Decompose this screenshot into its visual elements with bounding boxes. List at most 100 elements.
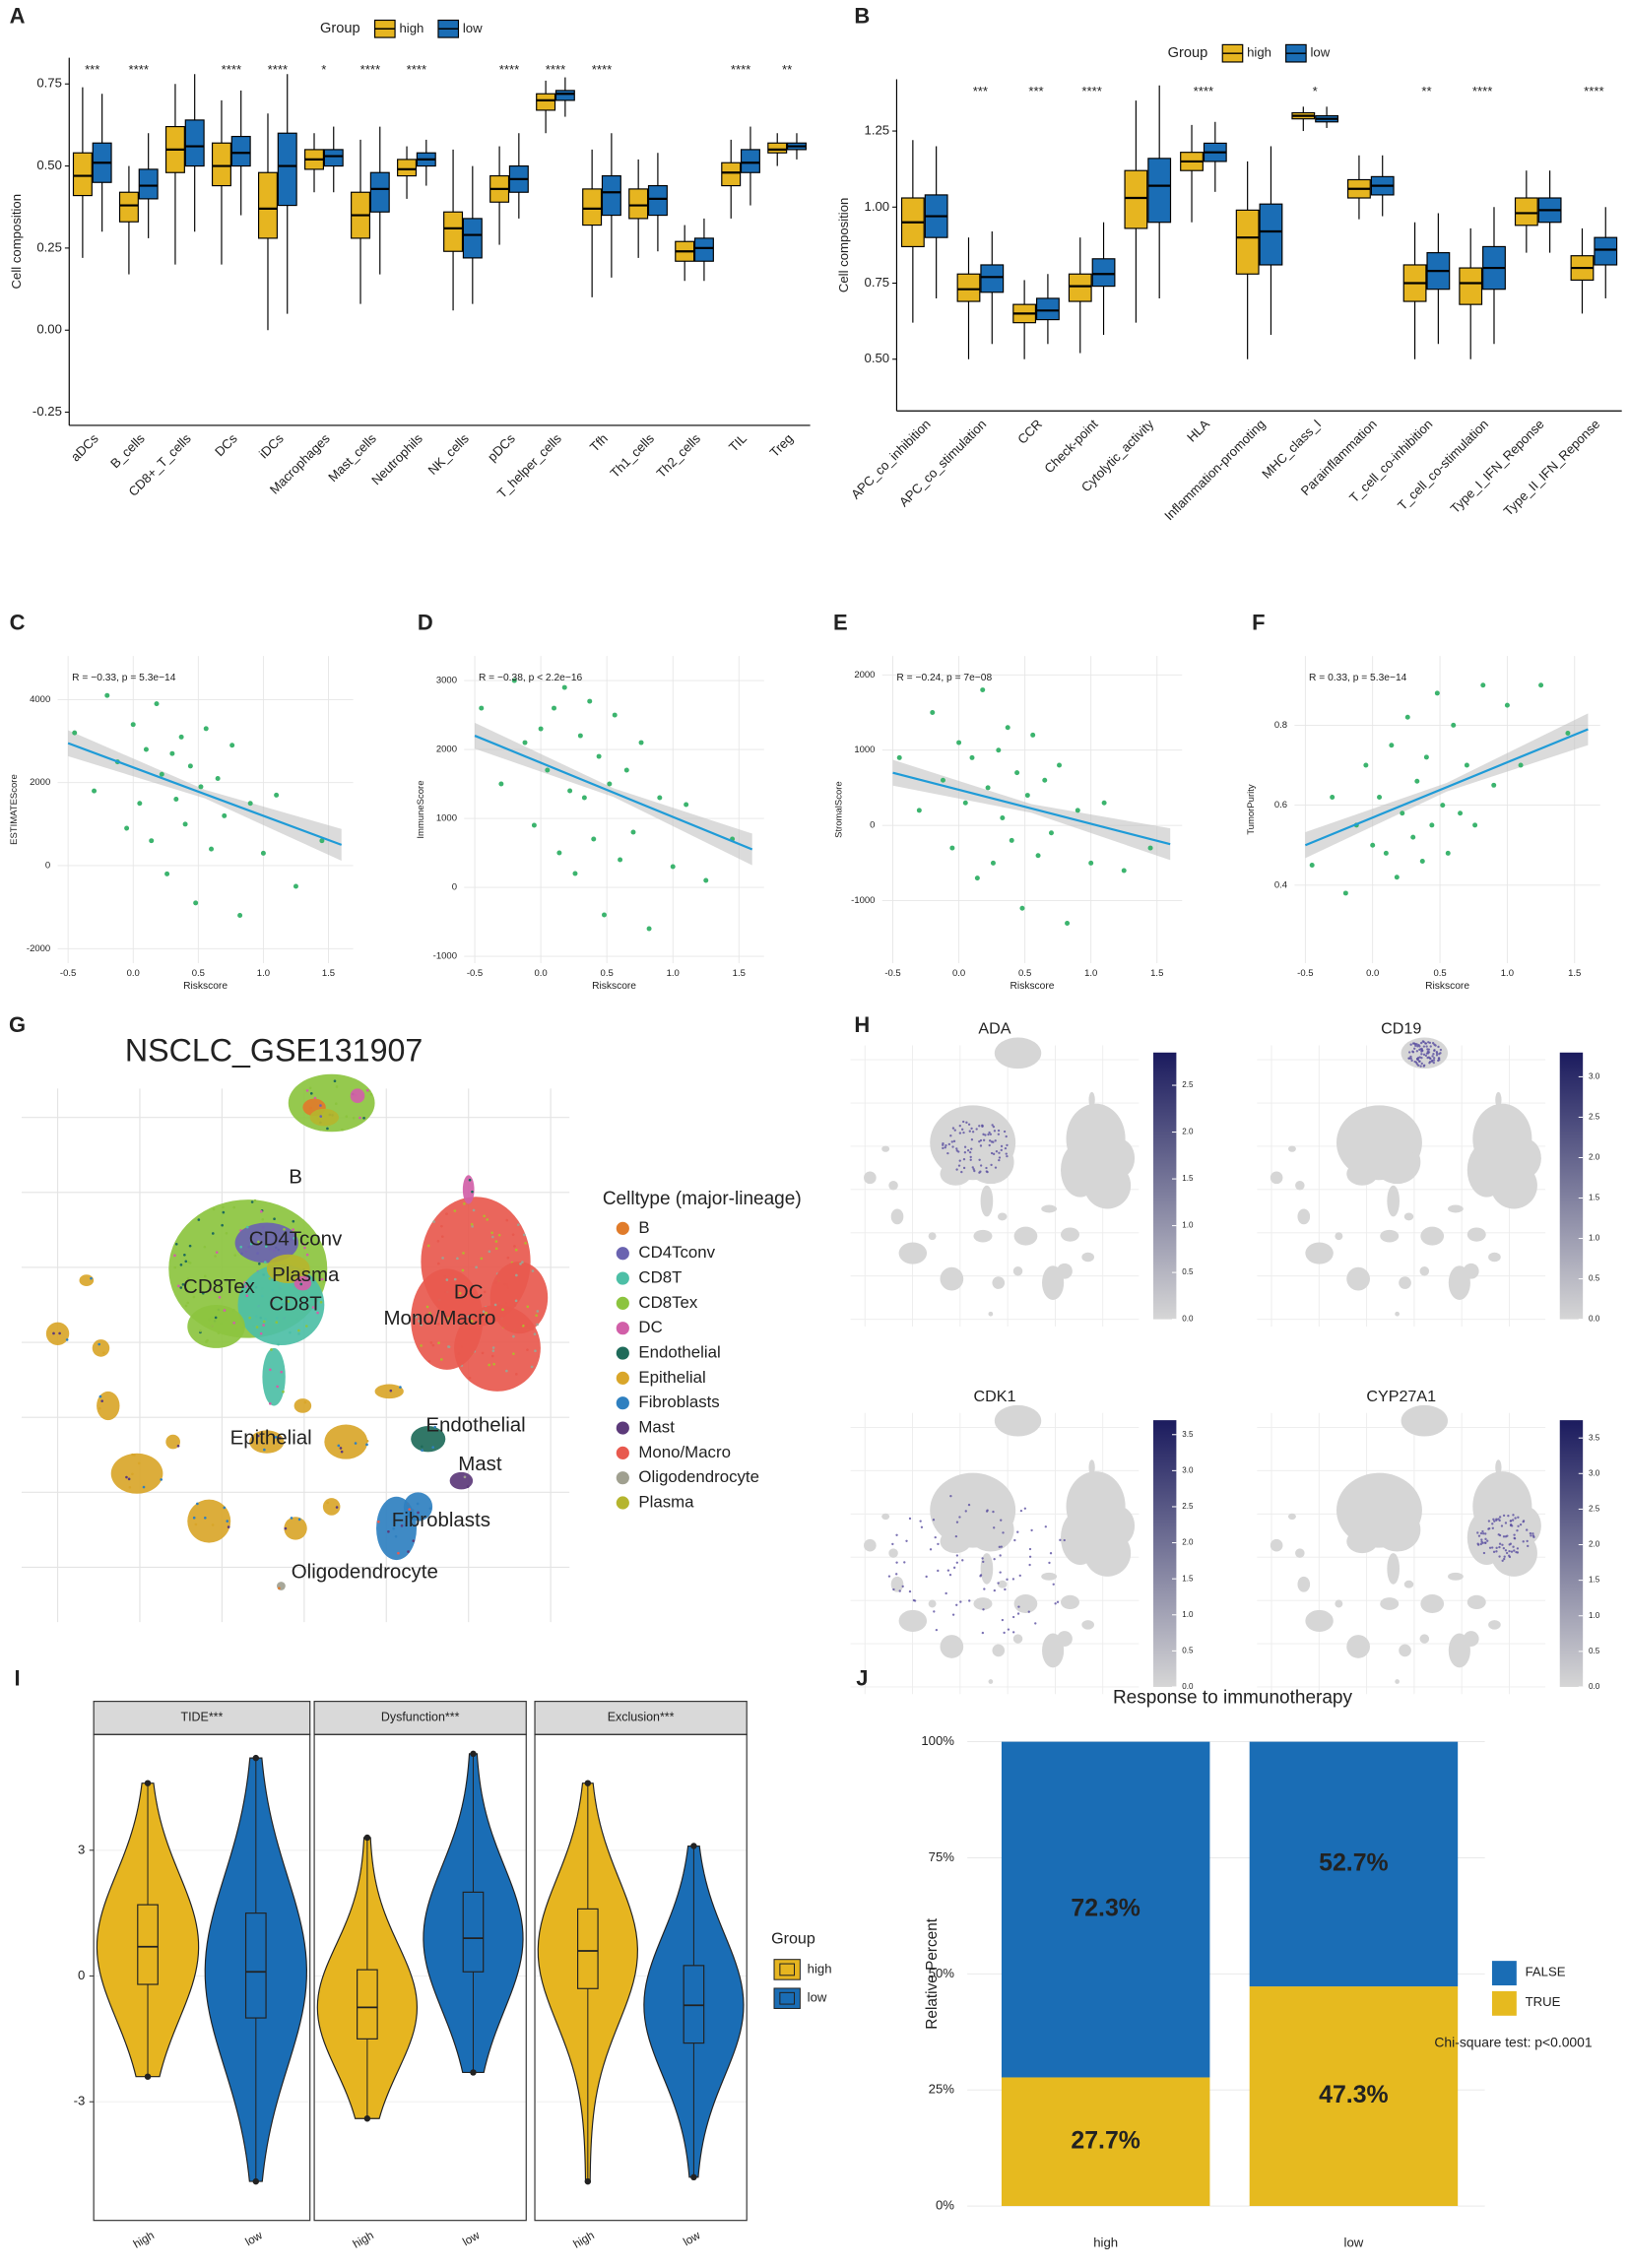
cell <box>483 1290 487 1294</box>
legend-label: low <box>1311 45 1331 60</box>
expressing-cell <box>990 1151 994 1155</box>
expressing-cell <box>946 1151 949 1155</box>
expressing-cell <box>1477 1534 1481 1537</box>
cluster <box>489 1262 549 1334</box>
cell-region <box>980 1185 994 1217</box>
expressing-cell <box>1529 1531 1532 1535</box>
cell <box>244 1285 248 1288</box>
expressing-cell <box>951 1145 954 1148</box>
chart-title: NSCLC_GSE131907 <box>125 1032 423 1068</box>
box <box>601 174 621 217</box>
cluster-label: Oligodendrocyte <box>292 1561 438 1584</box>
expressing-cell <box>968 1599 971 1602</box>
cell <box>264 1318 267 1321</box>
cell <box>184 1304 188 1308</box>
box <box>582 188 603 227</box>
x-axis-label: Riskscore <box>1425 981 1469 992</box>
cell-region <box>1041 1572 1058 1581</box>
cell <box>439 1358 443 1361</box>
cell <box>421 1449 424 1453</box>
colorbar-tick-label: 1.5 <box>1182 1574 1194 1583</box>
colorbar-tick-label: 2.0 <box>1589 1153 1600 1162</box>
expressing-cell <box>998 1151 1001 1154</box>
cell-region <box>997 1212 1008 1221</box>
expressing-cell <box>1504 1535 1508 1538</box>
expressing-cell <box>942 1143 945 1146</box>
box <box>1124 169 1148 229</box>
cell <box>276 1385 279 1389</box>
cell <box>494 1247 498 1251</box>
cell <box>98 1394 102 1398</box>
expressing-cell <box>997 1129 1001 1133</box>
point <box>538 726 544 732</box>
colorbar-tick-label: 0.5 <box>1182 1646 1194 1654</box>
cell <box>199 1329 202 1332</box>
expressing-cell <box>1007 1628 1010 1631</box>
point <box>561 684 567 690</box>
expressing-cell <box>1027 1610 1030 1613</box>
expressing-cell <box>1501 1559 1504 1562</box>
box <box>118 191 139 223</box>
cell-region <box>1335 1599 1343 1608</box>
expressing-cell <box>1512 1514 1515 1517</box>
cell <box>221 1223 224 1227</box>
cell <box>133 1454 136 1457</box>
cell-region <box>1466 1227 1486 1242</box>
point <box>607 781 613 787</box>
cell-region <box>1399 1644 1411 1657</box>
colorbar-tick-label: 1.0 <box>1589 1611 1600 1620</box>
expressing-cell <box>1017 1605 1020 1608</box>
cell <box>218 1285 221 1289</box>
cell-region <box>1488 1620 1501 1630</box>
point <box>996 747 1002 753</box>
cell <box>431 1343 435 1347</box>
cell <box>354 1093 358 1097</box>
y-tick-label: 3 <box>78 1842 85 1856</box>
expressing-cell <box>988 1143 991 1147</box>
cell <box>192 1295 196 1299</box>
expressing-cell <box>895 1573 898 1576</box>
cell <box>274 1295 277 1298</box>
expressing-cell <box>1000 1144 1004 1148</box>
point <box>638 740 644 745</box>
x-tick-label: 0.0 <box>534 968 547 979</box>
expressing-cell <box>993 1558 996 1561</box>
expressing-cell <box>1515 1550 1518 1554</box>
cell <box>100 1399 103 1402</box>
point <box>187 763 193 769</box>
cell <box>277 1342 280 1346</box>
expressing-cell <box>1411 1042 1415 1045</box>
expressing-cell <box>995 1150 999 1153</box>
cell <box>179 1264 183 1266</box>
cell-region <box>928 1232 937 1241</box>
expressing-cell <box>942 1146 945 1150</box>
cell <box>227 1525 230 1528</box>
expressing-cell <box>955 1603 958 1606</box>
cell <box>533 1332 537 1336</box>
expressing-cell <box>1509 1520 1513 1523</box>
cell <box>290 1517 293 1520</box>
cell <box>271 1288 274 1292</box>
expressing-cell <box>993 1588 996 1592</box>
cell <box>468 1376 472 1380</box>
panel-title: ADA <box>978 1020 1010 1038</box>
expressing-cell <box>967 1123 971 1126</box>
expressing-cell <box>1526 1528 1529 1531</box>
point <box>149 838 155 844</box>
cell <box>183 1253 186 1257</box>
legend-label: Mono/Macro <box>638 1443 731 1461</box>
y-tick-label: 50% <box>929 1966 955 1980</box>
expressing-cell <box>1481 1529 1484 1533</box>
point <box>941 777 945 783</box>
point <box>990 860 996 866</box>
cell <box>65 1338 69 1341</box>
point <box>247 801 253 807</box>
point <box>137 801 143 807</box>
point <box>545 767 551 773</box>
expressing-cell <box>895 1561 898 1564</box>
expressing-cell <box>983 1588 986 1590</box>
cell-region <box>1012 1634 1023 1644</box>
expressing-cell <box>1434 1044 1437 1047</box>
cell <box>303 1299 306 1303</box>
cluster <box>187 1499 231 1543</box>
